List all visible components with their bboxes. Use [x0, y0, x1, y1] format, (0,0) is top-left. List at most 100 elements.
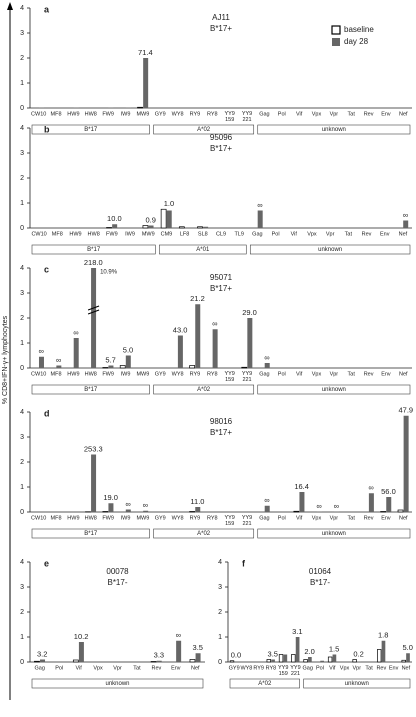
group-label: A*02: [197, 127, 211, 133]
x-tick-label: Vpr: [330, 371, 339, 377]
bar: [397, 509, 404, 513]
fold-label: 47.9: [399, 406, 414, 415]
group-box: [153, 528, 255, 539]
x-tick-label: HW9: [67, 371, 79, 377]
group-label: B*17: [87, 247, 101, 253]
bar: [299, 492, 305, 512]
x-tick-label: HW8: [85, 111, 97, 117]
x-tick-label: Gag: [259, 371, 269, 377]
fold-label: ∞: [212, 319, 217, 328]
x-tick-label: Vpr: [353, 665, 362, 671]
x-tick-label: CL9: [216, 231, 226, 237]
bar: [125, 355, 131, 368]
bar: [332, 654, 337, 662]
y-tick-label: 1: [20, 80, 24, 87]
fold-label: 5.7: [105, 355, 115, 364]
x-tick-label: TL9: [234, 231, 243, 237]
bar: [195, 304, 201, 368]
x-tick-label: Vpx: [312, 111, 322, 117]
x-tick-label: MW9: [136, 111, 149, 117]
bar: [247, 318, 253, 368]
y-tick-label: 2: [20, 609, 24, 616]
group-label: unknown: [105, 681, 129, 687]
x-tick-label: Vpr: [330, 111, 339, 117]
axis-break: [87, 309, 100, 315]
bar: [334, 511, 340, 512]
y-tick-label: 3: [20, 434, 24, 441]
bar: [108, 503, 114, 512]
sample-id: AJ11: [212, 13, 230, 22]
x-tick-label: RY8: [207, 515, 218, 521]
x-tick-label: YY9 221: [242, 371, 252, 383]
fold-label: 253.3: [84, 444, 103, 453]
y-tick-label: 4: [20, 5, 24, 12]
x-tick-label: MF8: [52, 231, 63, 237]
fold-label: 218.0: [84, 258, 103, 267]
x-tick-label: YY9 221: [290, 665, 300, 677]
x-tick-label: Pol: [316, 665, 324, 671]
bar: [293, 510, 300, 513]
x-tick-label: Vpr: [326, 231, 335, 237]
x-tick-label: RY8: [207, 371, 218, 377]
group-label: A*01: [196, 247, 210, 253]
bar: [320, 660, 324, 662]
axis-break: [87, 305, 100, 311]
x-tick-label: MF8: [51, 371, 62, 377]
bar: [150, 661, 157, 663]
x-tick-label: Pol: [272, 231, 280, 237]
x-tick-label: YY9 159: [224, 515, 234, 527]
group-label: A*02: [197, 531, 211, 537]
panel-letter: a: [44, 4, 50, 14]
bar: [295, 637, 300, 662]
x-tick-label: HW9: [67, 111, 79, 117]
fold-label: 19.0: [103, 493, 118, 502]
group-label: unknown: [322, 531, 346, 537]
y-tick-label: 1: [20, 340, 24, 347]
group-box: [229, 678, 300, 689]
x-tick-label: FW9: [106, 231, 118, 237]
y-tick-label: 0: [20, 225, 24, 232]
y-arrow-head: [7, 2, 13, 10]
fold-label: 43.0: [173, 325, 188, 334]
fold-label: 10.2: [74, 632, 89, 641]
x-tick-label: Vpr: [113, 665, 122, 671]
x-tick-label: Env: [381, 515, 391, 521]
bar: [403, 415, 409, 512]
x-tick-label: Vif: [329, 665, 336, 671]
fold-label: 3.2: [37, 649, 47, 658]
x-tick-label: Rev: [151, 665, 161, 671]
y-tick-label: 0: [20, 659, 24, 666]
sample-id: 95071: [210, 273, 233, 282]
bar: [108, 107, 114, 108]
fold-label: ∞: [368, 483, 373, 492]
bar: [156, 660, 162, 662]
x-tick-label: CM9: [161, 231, 173, 237]
bar: [189, 511, 196, 513]
group-box: [159, 244, 247, 255]
x-tick-label: RY8: [207, 111, 218, 117]
bar: [166, 210, 172, 228]
x-tick-label: Gag: [259, 515, 269, 521]
x-tick-label: Vpx: [312, 515, 322, 521]
x-tick-label: Vpr: [330, 515, 339, 521]
bar: [106, 227, 112, 229]
fold-label: 21.2: [190, 294, 205, 303]
fold-label: ∞: [403, 210, 408, 219]
group-label: A*02: [197, 387, 211, 393]
x-tick-label: YY9 159: [278, 665, 288, 677]
fold-label: 29.0: [242, 308, 257, 317]
bar: [212, 329, 218, 368]
x-tick-label: Env: [381, 371, 391, 377]
bar: [386, 497, 392, 512]
x-tick-label: Nef: [399, 231, 408, 237]
bar: [142, 225, 149, 229]
legend-swatch: [332, 38, 340, 46]
bar: [283, 654, 288, 662]
fold-label: ∞: [316, 501, 321, 510]
bar: [34, 660, 40, 663]
panel-letter: b: [44, 124, 50, 134]
bar: [303, 659, 308, 663]
fold-label: 3.3: [154, 651, 164, 660]
status: B*17+: [210, 428, 232, 437]
